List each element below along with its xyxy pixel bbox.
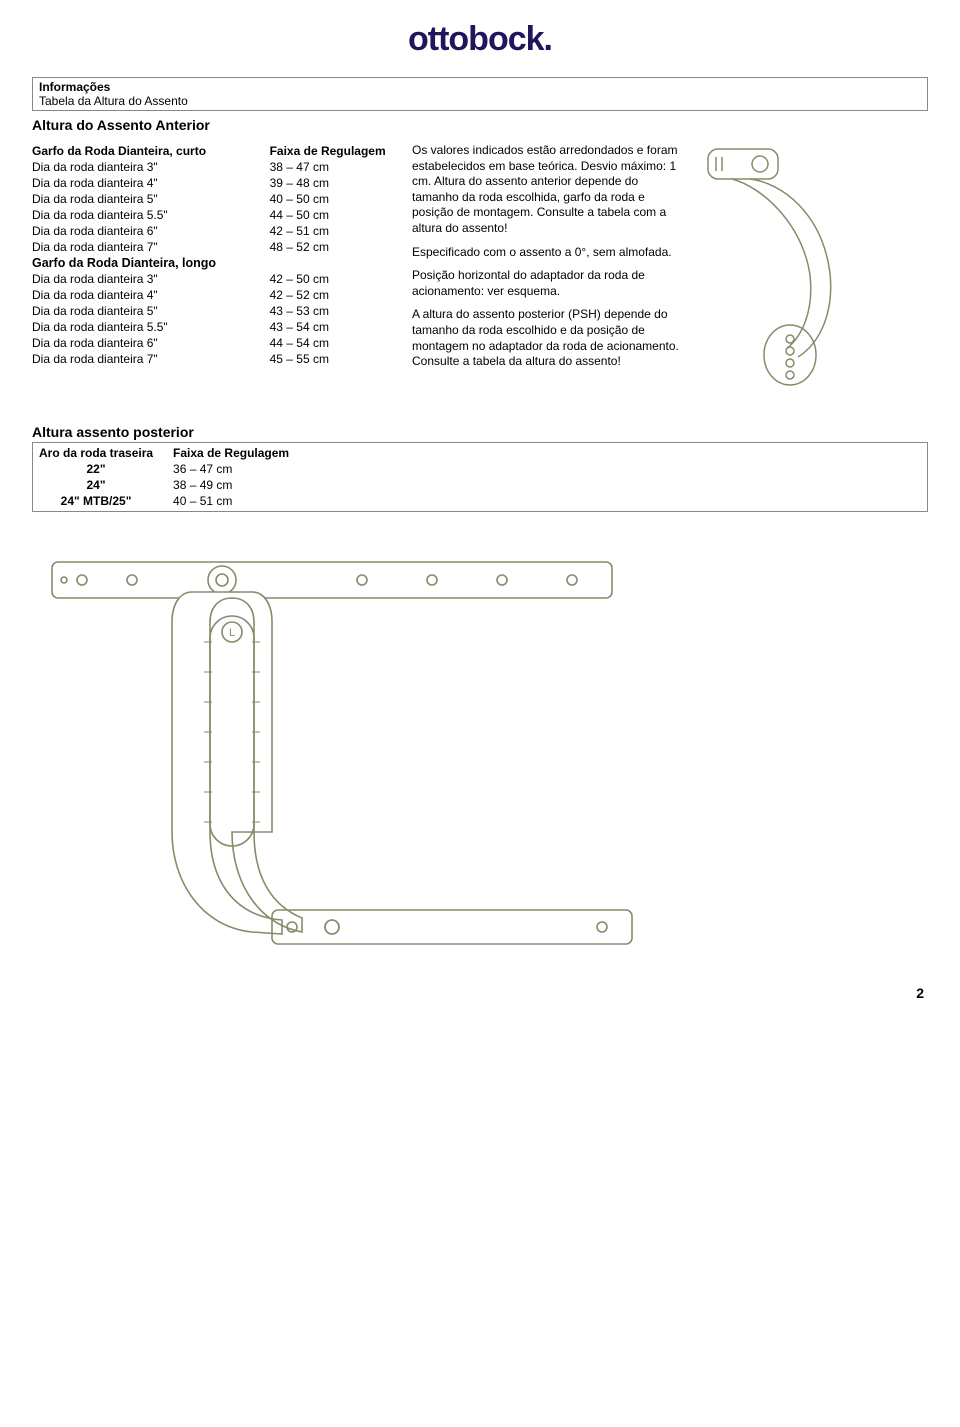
table-row: Dia da roda dianteira 3"42 – 50 cm bbox=[32, 271, 392, 287]
table-row: Dia da roda dianteira 7"48 – 52 cm bbox=[32, 239, 392, 255]
svg-text:L: L bbox=[229, 627, 235, 639]
note-p2: Especificado com o assento a 0°, sem alm… bbox=[412, 245, 682, 261]
table-row: Dia da roda dianteira 5"43 – 53 cm bbox=[32, 303, 392, 319]
caster-fork-svg bbox=[702, 143, 872, 403]
posterior-title: Altura assento posterior bbox=[32, 424, 928, 440]
frame-diagram-area: L bbox=[32, 532, 928, 965]
brand-logo: ottobock. bbox=[408, 20, 552, 58]
page-number: 2 bbox=[0, 965, 960, 1017]
table-row: Dia da roda dianteira 4"39 – 48 cm bbox=[32, 175, 392, 191]
table-row: Dia da roda dianteira 5.5"44 – 50 cm bbox=[32, 207, 392, 223]
table-row: Dia da roda dianteira 5.5"43 – 54 cm bbox=[32, 319, 392, 335]
long-fork-header: Garfo da Roda Dianteira, longo bbox=[32, 255, 392, 271]
posterior-box: Aro da roda traseira Faixa de Regulagem … bbox=[32, 442, 928, 512]
table-row: Dia da roda dianteira 6"42 – 51 cm bbox=[32, 223, 392, 239]
info-header-line2: Tabela da Altura do Assento bbox=[39, 94, 921, 108]
posterior-col1-header: Aro da roda traseira bbox=[39, 445, 173, 461]
anterior-title: Altura do Assento Anterior bbox=[32, 117, 928, 133]
table-row: Dia da roda dianteira 5"40 – 50 cm bbox=[32, 191, 392, 207]
short-fork-table: Garfo da Roda Dianteira, curto Faixa de … bbox=[32, 143, 392, 367]
fork-tables: Garfo da Roda Dianteira, curto Faixa de … bbox=[32, 143, 392, 406]
short-fork-header-left: Garfo da Roda Dianteira, curto bbox=[32, 143, 270, 159]
posterior-table: Aro da roda traseira Faixa de Regulagem … bbox=[39, 445, 309, 509]
info-header-box: Informações Tabela da Altura do Assento bbox=[32, 77, 928, 111]
info-header-line1: Informações bbox=[39, 80, 921, 94]
table-row: Dia da roda dianteira 4"42 – 52 cm bbox=[32, 287, 392, 303]
frame-svg: L bbox=[32, 532, 672, 962]
table-row: 24" MTB/25" 40 – 51 cm bbox=[39, 493, 309, 509]
note-p4: A altura do assento posterior (PSH) depe… bbox=[412, 307, 682, 369]
table-row: 22" 36 – 47 cm bbox=[39, 461, 309, 477]
anterior-content: Garfo da Roda Dianteira, curto Faixa de … bbox=[32, 143, 928, 406]
logo-row: ottobock. bbox=[32, 12, 928, 77]
posterior-col2-header: Faixa de Regulagem bbox=[173, 445, 309, 461]
short-fork-header-right: Faixa de Regulagem bbox=[270, 143, 392, 159]
table-row: Dia da roda dianteira 6"44 – 54 cm bbox=[32, 335, 392, 351]
table-row: Dia da roda dianteira 3"38 – 47 cm bbox=[32, 159, 392, 175]
table-row: Dia da roda dianteira 7"45 – 55 cm bbox=[32, 351, 392, 367]
notes-column: Os valores indicados estão arredondados … bbox=[412, 143, 682, 406]
note-p3: Posição horizontal do adaptador da roda … bbox=[412, 268, 682, 299]
note-p1: Os valores indicados estão arredondados … bbox=[412, 143, 682, 237]
table-row: 24" 38 – 49 cm bbox=[39, 477, 309, 493]
caster-diagram bbox=[702, 143, 928, 406]
